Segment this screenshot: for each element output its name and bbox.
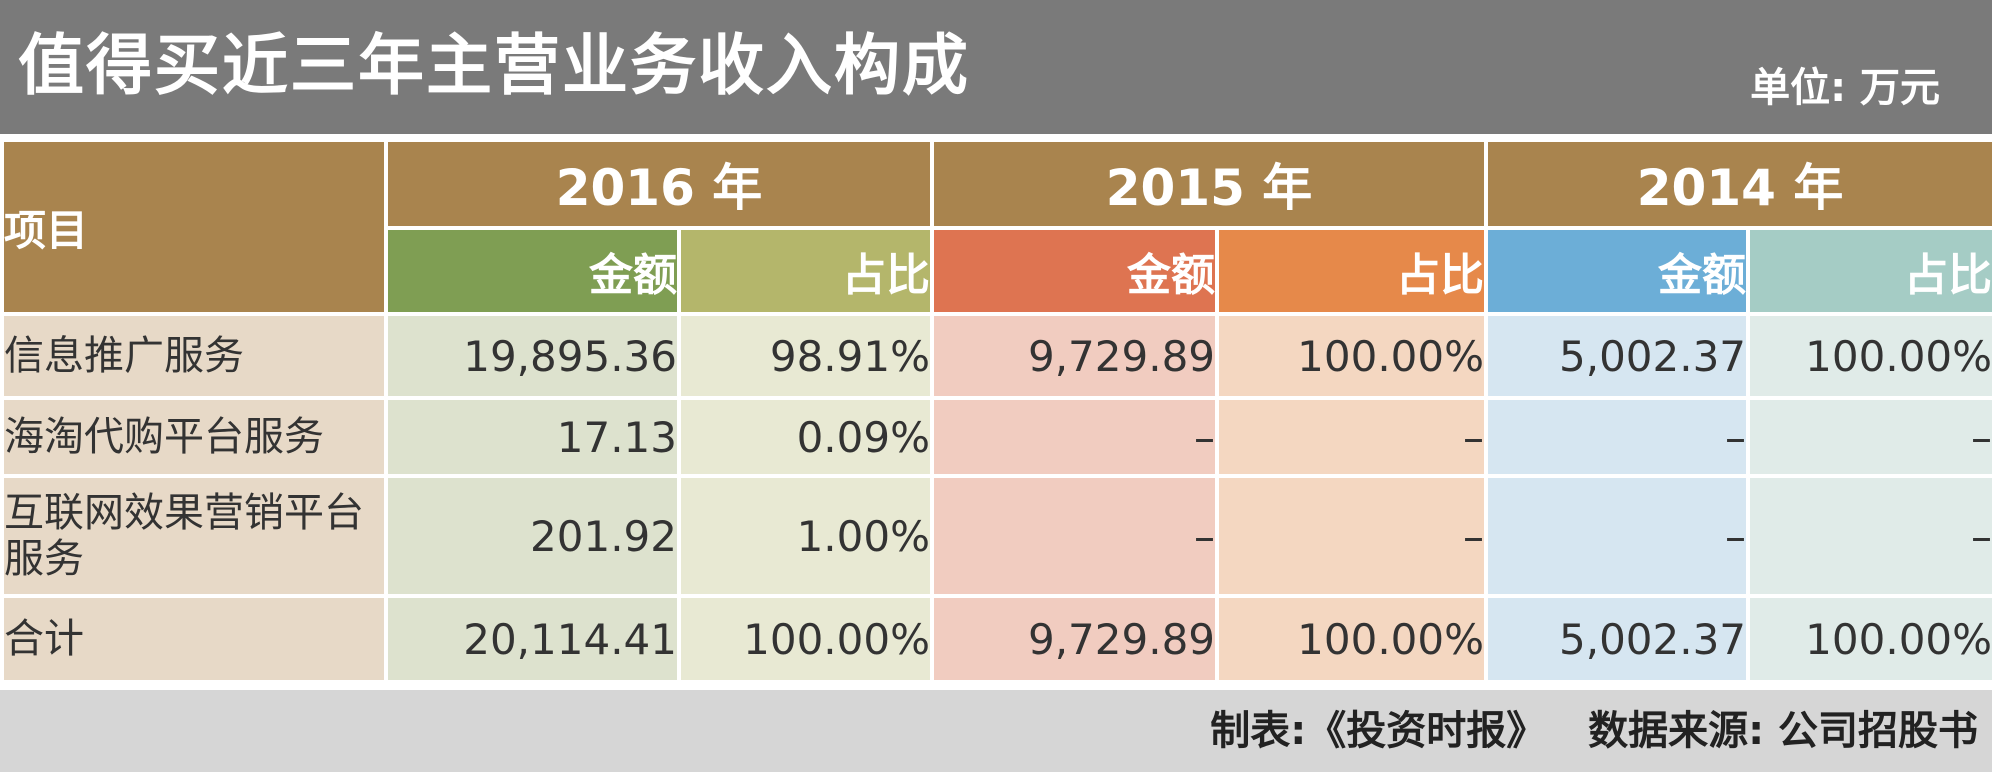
amount-2014-cell: –	[1484, 396, 1751, 478]
amount-2016-cell: 20,114.41	[384, 594, 681, 684]
amount-2014-cell: 5,002.37	[1484, 594, 1751, 684]
row-label: 海淘代购平台服务	[0, 396, 388, 478]
amount-2015-cell: –	[930, 474, 1220, 598]
footer-maker: 制表:《投资时报》	[1210, 708, 1547, 754]
share-2014-cell: 100.00%	[1746, 312, 1992, 400]
amount-2014-cell: 5,002.37	[1484, 312, 1751, 400]
share-2015-cell: –	[1215, 396, 1489, 478]
share-2015-cell: 100.00%	[1215, 312, 1489, 400]
page-title: 值得买近三年主营业务收入构成	[18, 27, 970, 104]
year-header-2014: 2014 年	[1484, 138, 1992, 230]
revenue-table: 项目 2016 年 2015 年 2014 年 金额 占比 金额 占比 金额 占…	[0, 138, 1992, 684]
share-2015-cell: –	[1215, 474, 1489, 598]
row-label: 互联网效果营销平台服务	[0, 474, 388, 598]
amount-2016-cell: 19,895.36	[384, 312, 681, 400]
item-column-header: 项目	[0, 138, 388, 316]
amount-2016-cell: 201.92	[384, 474, 681, 598]
share-2016-cell: 0.09%	[676, 396, 935, 478]
row-label: 信息推广服务	[0, 312, 388, 400]
footer-source: 数据来源: 公司招股书	[1588, 708, 1978, 754]
amount-header-2016: 金额	[384, 226, 681, 316]
footer-bar: 制表:《投资时报》 数据来源: 公司招股书	[0, 690, 1992, 772]
year-header-2015: 2015 年	[930, 138, 1489, 230]
amount-2016-cell: 17.13	[384, 396, 681, 478]
unit-label: 单位: 万元	[1750, 65, 1940, 111]
share-header-2016: 占比	[676, 226, 935, 316]
year-header-row: 项目 2016 年 2015 年 2014 年	[0, 138, 1992, 316]
table-row: 信息推广服务 19,895.36 98.91% 9,729.89 100.00%…	[0, 312, 1992, 400]
row-label: 合计	[0, 594, 388, 684]
title-bar: 值得买近三年主营业务收入构成 单位: 万元	[0, 0, 1992, 134]
sub-header-row: 金额 占比 金额 占比 金额 占比	[2, 226, 1992, 316]
share-header-2014: 占比	[1746, 226, 1992, 316]
share-2016-cell: 100.00%	[676, 594, 935, 684]
share-2014-cell: –	[1746, 396, 1992, 478]
footer-credits: 制表:《投资时报》 数据来源: 公司招股书	[1210, 704, 1978, 758]
amount-2015-cell: 9,729.89	[930, 312, 1220, 400]
amount-header-2015: 金额	[930, 226, 1220, 316]
table-row: 互联网效果营销平台服务 201.92 1.00% – – – –	[0, 474, 1992, 598]
amount-2015-cell: 9,729.89	[930, 594, 1220, 684]
year-header-2016: 2016 年	[383, 138, 935, 230]
table-row: 海淘代购平台服务 17.13 0.09% – – – –	[0, 396, 1992, 478]
share-2014-cell: 100.00%	[1746, 594, 1992, 684]
share-2015-cell: 100.00%	[1215, 594, 1489, 684]
total-row: 合计 20,114.41 100.00% 9,729.89 100.00% 5,…	[0, 594, 1992, 684]
share-header-2015: 占比	[1215, 226, 1489, 316]
share-2016-cell: 98.91%	[676, 312, 935, 400]
share-2016-cell: 1.00%	[676, 474, 935, 598]
amount-2014-cell: –	[1484, 474, 1751, 598]
amount-2015-cell: –	[930, 396, 1220, 478]
amount-header-2014: 金额	[1484, 226, 1751, 316]
share-2014-cell: –	[1746, 474, 1992, 598]
